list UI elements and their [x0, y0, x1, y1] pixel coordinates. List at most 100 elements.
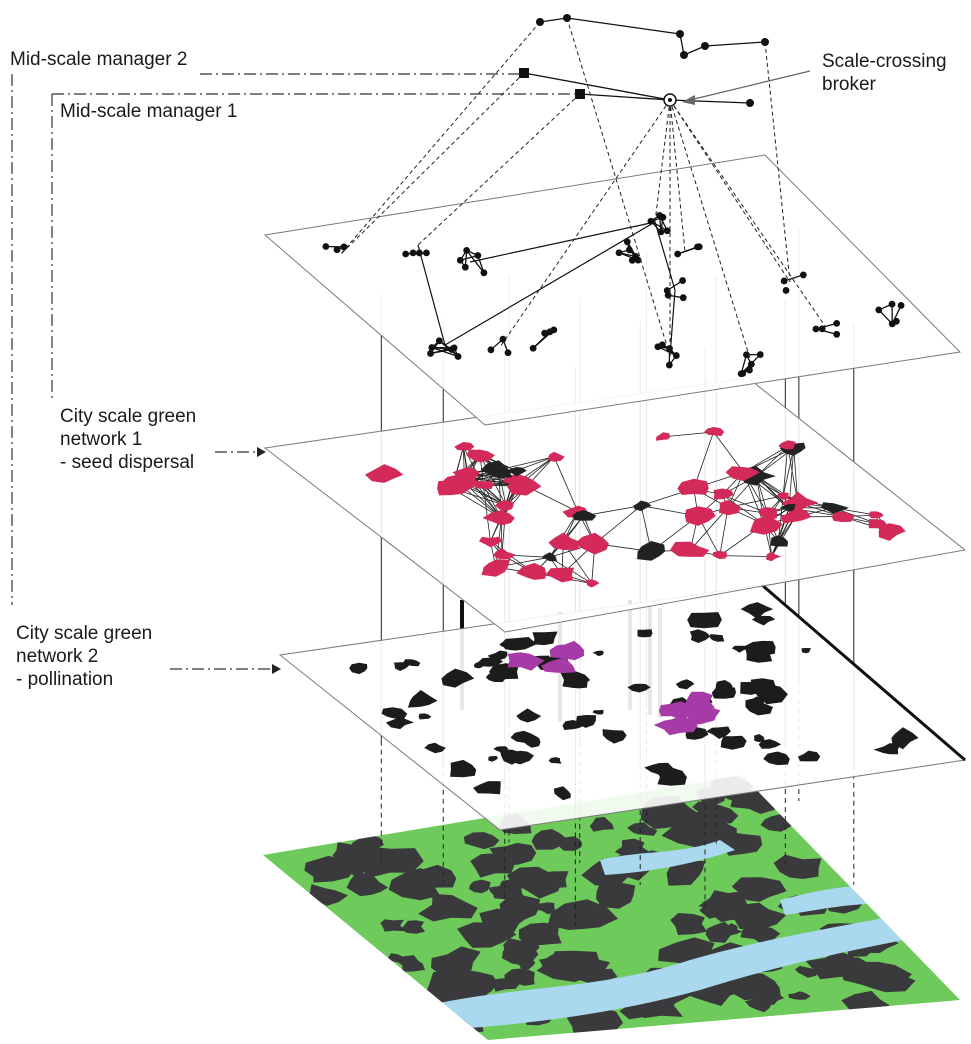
pollination-patch [509, 750, 534, 765]
label-city-network-1: City scale green network 1 - seed disper… [60, 406, 197, 473]
network-1-arrowhead [257, 447, 266, 457]
cross-scale-link [669, 99, 686, 253]
cross-scale-link [764, 41, 791, 283]
pollination-patch [394, 662, 409, 671]
top-actor-node [761, 38, 769, 46]
actor-node [799, 271, 807, 279]
urban-patch [547, 899, 618, 930]
top-actor-node [746, 99, 754, 107]
seed-link [719, 507, 729, 556]
pollination-patch [687, 612, 722, 629]
actor-node [623, 238, 631, 246]
layer-edge-highlight [761, 583, 966, 762]
pollination-patch [381, 707, 408, 720]
actor-node [812, 325, 820, 333]
actor-node [333, 246, 341, 254]
seed-habitat-patch [466, 449, 495, 463]
inter-cluster-tie [417, 244, 446, 346]
network-2-arrowhead [272, 664, 281, 674]
pollination-patch [656, 767, 687, 786]
urban-patch [470, 853, 515, 878]
urban-patch [395, 955, 425, 972]
actor-node [409, 249, 417, 257]
seed-link [594, 505, 642, 544]
actor-node [448, 346, 455, 353]
actor-node [694, 243, 701, 251]
pollination-patch [516, 708, 542, 723]
seed-habitat-patch [545, 567, 575, 583]
pollination-patch [487, 650, 508, 660]
seed-habitat-patch [868, 519, 887, 529]
seed-habitat-patch [749, 516, 783, 535]
urban-patch [788, 991, 811, 1000]
seed-habitat-patch [770, 535, 788, 547]
actor-node [428, 344, 436, 351]
pollination-patch [715, 680, 733, 691]
seed-link [719, 555, 772, 557]
seed-dispersal-plane [263, 377, 967, 633]
urban-patch [531, 829, 566, 850]
urban-patch [795, 965, 819, 978]
actor-node [756, 351, 764, 358]
inter-cluster-tie [669, 289, 676, 357]
pollination-patch [740, 602, 774, 620]
urban-patch [533, 871, 569, 888]
pollination-patch [637, 629, 653, 638]
actor-node [615, 249, 623, 257]
pollination-patch [689, 629, 711, 643]
broker-tie [669, 99, 751, 104]
seed-habitat-patch [704, 427, 725, 437]
actor-node [888, 320, 896, 328]
pollination-patch [441, 668, 475, 688]
manager-network-layer [263, 154, 962, 426]
seed-link [713, 431, 744, 473]
actor-node [632, 253, 639, 260]
urban-patch [463, 832, 500, 850]
seed-habitat-patch [541, 552, 557, 562]
pollination-core-patch [653, 714, 698, 736]
pollination-patch [500, 637, 537, 651]
urban-patch [360, 846, 424, 879]
actor-node [743, 351, 750, 359]
pollination-patch [750, 678, 776, 693]
seed-habitat-patch [548, 451, 565, 462]
actor-node [322, 243, 330, 250]
inter-cluster-tie [654, 221, 676, 291]
pollination-patch [706, 726, 731, 739]
pollination-core-patch [507, 652, 545, 671]
actor-node [456, 256, 464, 264]
urban-patch [744, 996, 774, 1013]
urban-patch [627, 822, 658, 836]
pollination-patch [891, 727, 919, 750]
actor-node [423, 249, 430, 257]
urban-patch [479, 908, 526, 935]
cross-scale-link [339, 72, 525, 256]
pollination-patch [744, 645, 773, 663]
seed-habitat-patch [725, 466, 761, 482]
actor-node [656, 211, 663, 219]
broker-tie [566, 17, 681, 35]
actor-node [818, 325, 826, 333]
pollination-patch [548, 757, 562, 764]
actor-node [499, 335, 507, 343]
seed-habitat-patch [480, 460, 513, 479]
pollination-patch [754, 734, 765, 743]
pollination-patch [485, 671, 507, 682]
broker-tie [539, 17, 568, 23]
actor-node [672, 352, 680, 359]
urban-patch [840, 957, 870, 971]
urban-patch [518, 922, 562, 947]
seed-habitat-patch [495, 500, 514, 512]
seed-habitat-patch [780, 507, 812, 524]
actor-node [625, 246, 633, 254]
actor-node [782, 287, 790, 294]
seed-habitat-patch [507, 477, 542, 496]
seed-habitat-patch [868, 511, 884, 519]
seed-habitat-patch [478, 536, 502, 548]
seed-link [693, 431, 714, 489]
seed-habitat-patch [493, 547, 516, 560]
cross-scale-link [669, 99, 753, 366]
pollination-patch [801, 648, 811, 654]
seed-link [498, 456, 555, 471]
